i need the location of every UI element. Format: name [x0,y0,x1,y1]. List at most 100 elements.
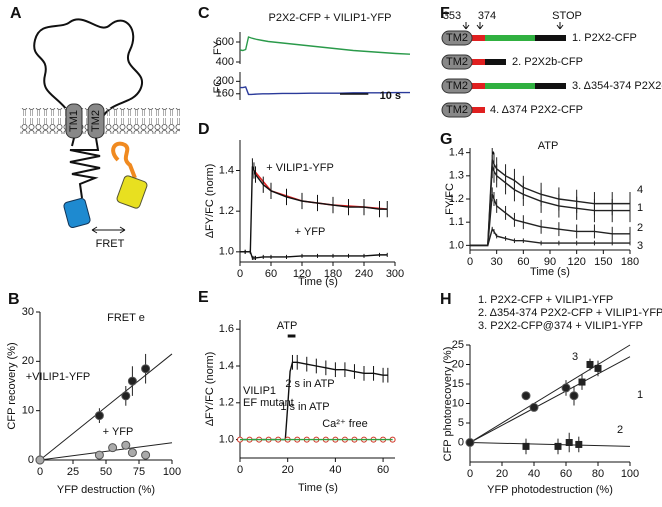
point [569,391,579,401]
panel-label: H [440,291,452,308]
legend-entry: 2. Δ354-374 P2X2-CFP + VILIP1-YFP [478,307,662,319]
point [578,378,586,386]
series-label: 2 [637,222,643,234]
segment [485,59,506,65]
point [141,364,151,374]
cfp [63,197,91,229]
y-tick-label: 1.4 [219,164,234,176]
point [521,391,531,401]
fret-arrow [91,226,126,234]
x-tick-label: 120 [293,268,311,280]
y-tick-label: 20 [22,355,34,367]
panel-label: C [198,5,210,22]
point [94,411,104,421]
x-tick-label: 50 [100,466,112,478]
point [586,361,594,368]
y-axis-label: ΔFY/FC (norm) [204,164,216,239]
position-arrow [476,22,484,30]
y-axis-label: FC [212,79,224,94]
y-tick-label: 15 [452,378,464,390]
segment [470,107,485,113]
point [465,438,475,447]
y-tick-label: 5 [458,417,464,429]
series-label: +VILIP1-YFP [26,371,91,383]
tm-label: TM2 [446,104,468,116]
series-label: 1 [637,389,643,401]
panel-label: G [440,131,452,148]
trace [470,227,630,247]
y-axis-label: CFP recovery (%) [6,342,18,429]
fit-line [39,353,173,461]
y-tick-label: 1.3 [449,170,464,182]
panel-a: A TM1 TM2 FRET [10,5,180,250]
tm-box [441,78,473,94]
point [575,440,583,448]
series-label: 2 [617,424,623,436]
point [121,440,131,450]
panel-label: A [10,5,22,22]
y-tick-label: 1.0 [219,434,234,446]
y-tick-label: 1.6 [219,323,234,335]
x-tick-label: 20 [282,464,294,476]
x-tick-label: 180 [621,256,639,268]
tm-label: TM2 [90,110,102,132]
fit-line [469,344,631,443]
point [565,439,573,446]
construct-label: 2. P2X2b-CFP [512,56,583,68]
y-tick-label: 30 [22,306,34,318]
point [529,402,539,412]
annotation: VILIP1 [243,385,276,397]
x-tick-label: 60 [560,468,572,480]
annotation: ATP [538,140,559,152]
y-tick-label: 1.2 [219,397,234,409]
point [127,376,137,386]
y-axis-label: FY [212,40,224,55]
segment [535,83,566,89]
construct-label: 1. P2X2-CFP [572,32,637,44]
point [127,448,137,458]
x-tick-label: 20 [496,468,508,480]
c-terminus [69,137,101,199]
series-label: + VILIP1-YFP [266,162,334,174]
tm-box [441,54,473,70]
segment [485,35,535,41]
point [108,443,118,453]
x-tick-label: 25 [67,466,79,478]
series-label: 1 [637,202,643,214]
y-tick-label: 1.1 [449,216,464,228]
construct-label: 4. Δ374 P2X2-CFP [490,104,583,116]
point [594,364,602,372]
x-tick-label: 0 [467,256,473,268]
tm-box [441,102,473,118]
x-tick-label: 80 [592,468,604,480]
segment [470,35,485,41]
position-arrow [556,22,564,30]
tm-label: TM1 [68,110,80,132]
panel-label: E [198,289,209,306]
point [561,383,571,393]
fit-line [469,356,631,443]
y-tick-label: 1.2 [449,193,464,205]
x-tick-label: 90 [544,256,556,268]
x-tick-label: 240 [355,268,373,280]
y-tick-label: 200 [216,75,234,87]
series-label: 3 [572,351,578,363]
fret-label: FRET [96,238,125,250]
x-tick-label: 120 [567,256,585,268]
point [554,442,562,450]
y-tick-label: 0 [458,436,464,448]
y-tick-label: 1.2 [219,205,234,217]
x-tick-label: 100 [621,468,639,480]
trace [240,86,410,96]
y-tick-label: 10 [22,405,34,417]
panel-label: B [8,291,20,308]
series-label: + YFP [295,226,326,238]
legend-entry: 1. P2X2-CFP + VILIP1-YFP [478,294,613,306]
point [121,391,131,401]
annotation: EF mutant [243,397,294,409]
scale-bar-label: 10 s [380,90,401,102]
construct-label: 3. Δ354-374 P2X2-CFP [572,80,662,92]
segment [485,83,535,89]
